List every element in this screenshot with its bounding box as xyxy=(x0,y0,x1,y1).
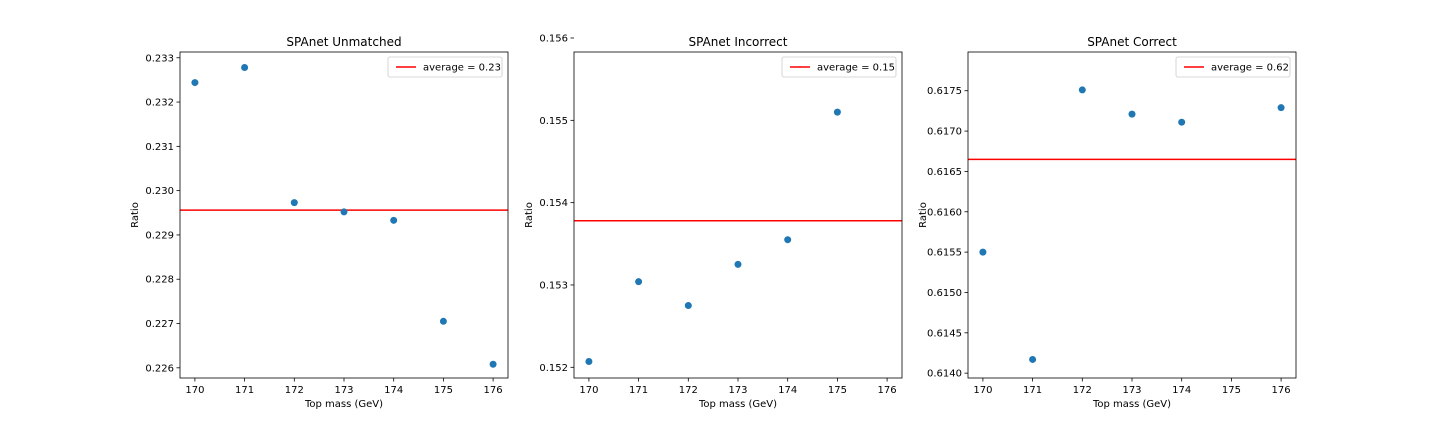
legend-label: average = 0.62 xyxy=(1211,63,1289,74)
legend: average = 0.62 xyxy=(1175,56,1291,78)
y-tick-label: 0.155 xyxy=(539,116,568,127)
x-tick-label: 174 xyxy=(778,385,797,396)
x-tick-label: 173 xyxy=(334,385,353,396)
y-tick-label: 0.6160 xyxy=(927,207,962,218)
x-tick-label: 172 xyxy=(1073,385,1092,396)
x-tick-label: 175 xyxy=(434,385,453,396)
x-tick-label: 171 xyxy=(1023,385,1042,396)
chart-title: SPAnet Unmatched xyxy=(286,35,401,49)
x-tick-label: 171 xyxy=(629,385,648,396)
legend-frame xyxy=(387,56,503,78)
y-tick-label: 0.228 xyxy=(145,275,174,286)
y-axis-label: Ratio xyxy=(918,202,929,228)
y-tick-label: 0.6155 xyxy=(927,248,962,259)
x-tick-label: 173 xyxy=(1122,385,1141,396)
chart-panel-2: 170 171 172 173 174 175 176 0.152 0.153 0.154 0.15… xyxy=(524,34,903,410)
y-axis-label: Ratio xyxy=(130,202,141,228)
data-point xyxy=(390,216,398,224)
y-tick-label: 0.233 xyxy=(145,53,174,64)
data-point xyxy=(979,248,987,256)
data-point xyxy=(191,79,199,87)
x-tick-label: 175 xyxy=(828,385,847,396)
data-point xyxy=(784,236,792,244)
y-tick-label: 0.227 xyxy=(145,319,174,330)
chart-panel-1: 170 171 172 173 174 175 176 0.226 0.227 0.228 0.22… xyxy=(130,35,509,410)
x-axis-label: Top mass (GeV) xyxy=(698,399,777,410)
data-point xyxy=(1128,110,1136,118)
data-point xyxy=(1078,86,1086,94)
x-tick-label: 176 xyxy=(878,385,897,396)
data-point xyxy=(1029,355,1037,363)
y-tick-label: 0.232 xyxy=(145,98,174,109)
y-tick-label: 0.6140 xyxy=(927,369,962,380)
x-axis-label: Top mass (GeV) xyxy=(304,399,383,410)
y-tick-label: 0.154 xyxy=(539,198,568,209)
y-tick-label: 0.156 xyxy=(539,34,568,45)
x-tick-label: 170 xyxy=(973,385,992,396)
x-tick-label: 170 xyxy=(185,385,204,396)
x-tick-label: 174 xyxy=(1172,385,1191,396)
data-point xyxy=(241,64,249,72)
legend: average = 0.23 xyxy=(387,56,503,78)
y-tick-label: 0.6165 xyxy=(927,167,962,178)
y-tick-label: 0.229 xyxy=(145,230,174,241)
y-tick-label: 0.6175 xyxy=(927,86,962,97)
y-tick-label: 0.6150 xyxy=(927,288,962,299)
data-point xyxy=(1277,104,1285,112)
chart-panel-3: 170 171 172 173 174 175 176 0.6140 0.6145 0.6150 0… xyxy=(918,35,1297,410)
x-axis-label: Top mass (GeV) xyxy=(1092,399,1171,410)
legend-label: average = 0.15 xyxy=(817,63,895,74)
y-tick-label: 0.153 xyxy=(539,280,568,291)
x-tick-label: 172 xyxy=(285,385,304,396)
y-axis-label: Ratio xyxy=(524,202,535,228)
y-tick-label: 0.230 xyxy=(145,186,174,197)
data-point xyxy=(340,208,348,216)
data-point xyxy=(684,302,692,310)
data-point xyxy=(585,358,593,366)
legend-frame xyxy=(781,56,897,78)
y-tick-label: 0.152 xyxy=(539,363,568,374)
data-point xyxy=(833,108,841,116)
legend-frame xyxy=(1175,56,1291,78)
legend: average = 0.15 xyxy=(781,56,897,78)
x-tick-label: 176 xyxy=(484,385,503,396)
x-tick-label: 174 xyxy=(384,385,403,396)
x-tick-label: 170 xyxy=(579,385,598,396)
y-tick-label: 0.226 xyxy=(145,363,174,374)
x-tick-label: 172 xyxy=(679,385,698,396)
legend-label: average = 0.23 xyxy=(423,63,501,74)
y-tick-label: 0.231 xyxy=(145,142,174,153)
x-tick-label: 176 xyxy=(1272,385,1291,396)
x-tick-label: 175 xyxy=(1222,385,1241,396)
data-point xyxy=(1178,118,1186,126)
chart-title: SPAnet Incorrect xyxy=(689,35,788,49)
y-tick-label: 0.6145 xyxy=(927,328,962,339)
data-point xyxy=(489,360,497,368)
x-tick-label: 171 xyxy=(235,385,254,396)
data-point xyxy=(635,278,643,286)
data-point xyxy=(734,260,742,268)
data-point xyxy=(290,199,298,207)
y-tick-label: 0.6170 xyxy=(927,127,962,138)
chart-title: SPAnet Correct xyxy=(1087,35,1177,49)
data-point xyxy=(439,317,447,325)
x-tick-label: 173 xyxy=(728,385,747,396)
